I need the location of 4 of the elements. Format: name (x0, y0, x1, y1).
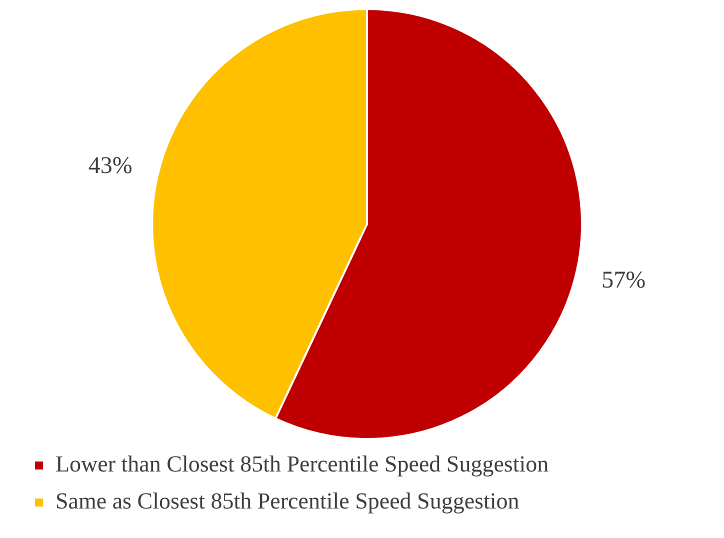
legend-label: Same as Closest 85th Percentile Speed Suggestion (56, 488, 520, 514)
data-label: 43% (88, 152, 132, 179)
data-label: 57% (602, 268, 646, 294)
legend-label: Lower than Closest 85th Percentile Speed Suggestion (56, 452, 550, 477)
